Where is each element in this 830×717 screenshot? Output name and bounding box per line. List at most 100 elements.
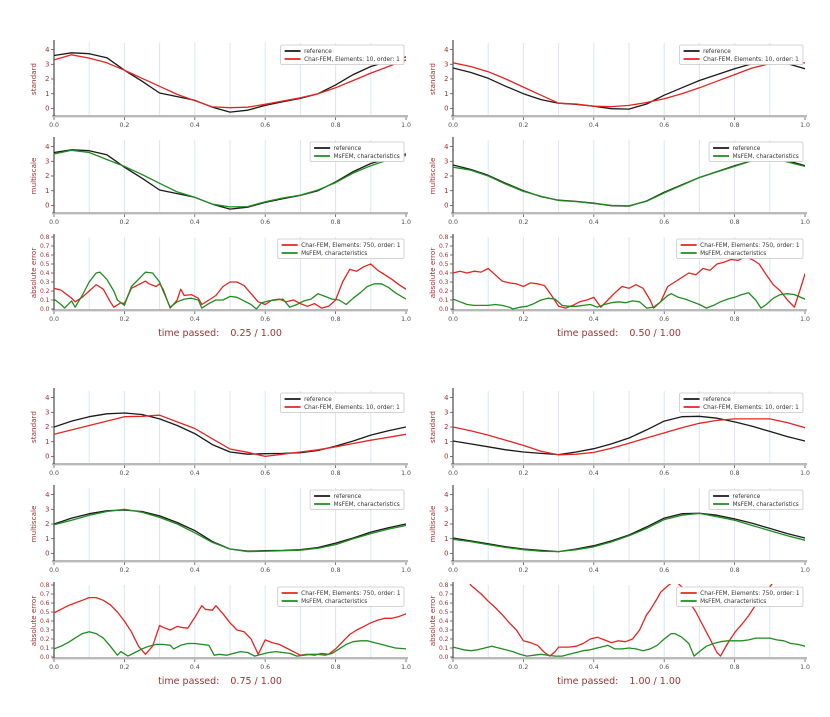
- series-area: [453, 584, 805, 657]
- x-tick-label: 0.8: [730, 316, 740, 323]
- y-tick-label: 0.6: [40, 600, 50, 607]
- x-tick-label: 1.0: [800, 567, 810, 574]
- legend-label: Char-FEM, Elements: 10, order: 1: [703, 57, 799, 63]
- series-line-msfem: [54, 508, 406, 553]
- legend-label: MsFEM, characteristics: [700, 251, 766, 257]
- y-tick-label: 4: [45, 491, 49, 499]
- y-tick-label: 0.3: [40, 279, 50, 286]
- x-tick-label: 0.4: [589, 122, 599, 129]
- caption-label: time passed:: [158, 328, 220, 339]
- y-tick-label: 2: [444, 423, 448, 431]
- caption-time-passed: time passed: 0.75 / 1.00: [29, 676, 411, 687]
- x-tick-label: 0.6: [659, 470, 669, 477]
- x-tick-label: 0.4: [190, 219, 200, 226]
- x-tick-label: 1.0: [800, 316, 810, 323]
- x-tick-label: 0.0: [49, 470, 59, 477]
- y-tick-label: 4: [444, 491, 448, 499]
- caption-value: 0.25 / 1.00: [230, 328, 282, 339]
- x-tick-label: 0.4: [190, 567, 200, 574]
- plot-multiscale: 0.0 0.2 0.4 0.6 0.8 1.0 0 1 2 3 4 multiscale referen…: [29, 133, 411, 230]
- y-tick-label: 0.8: [439, 234, 449, 241]
- x-tick-label: 0.4: [589, 316, 599, 323]
- plot-multiscale: 0.0 0.2 0.4 0.6 0.8 1.0 0 1 2 3 4 multiscale referen…: [29, 481, 411, 578]
- legend-label: MsFEM, characteristics: [733, 502, 799, 508]
- caption-label: time passed:: [557, 328, 619, 339]
- y-tick-label: 2: [444, 520, 448, 528]
- y-tick-label: 0.2: [439, 636, 449, 643]
- y-tick-label: 0.2: [439, 288, 449, 295]
- plot-svg: 0.0 0.2 0.4 0.6 0.8 1.0 0 1 2 3 4 standard reference…: [29, 40, 411, 129]
- plot-svg: 0.0 0.2 0.4 0.6 0.8 1.0 0 1 2 3 4 standard reference…: [29, 388, 411, 477]
- x-tick-label: 0.2: [119, 567, 129, 574]
- x-tick-label: 0.0: [448, 470, 458, 477]
- legend-label: Char-FEM, Elements: 750, order: 1: [700, 591, 800, 597]
- y-tick-label: 0.0: [40, 654, 50, 661]
- caption-time-passed: time passed: 0.25 / 1.00: [29, 328, 411, 339]
- plot-standard: 0.0 0.2 0.4 0.6 0.8 1.0 0 1 2 3 4 standard reference…: [428, 36, 810, 133]
- legend-box: [708, 141, 804, 162]
- y-tick-label: 1: [444, 438, 448, 446]
- caption-value: 0.75 / 1.00: [230, 676, 282, 687]
- x-tick-label: 0.2: [518, 470, 528, 477]
- y-tick-label: 1: [45, 438, 49, 446]
- y-tick-label: 0: [444, 105, 448, 113]
- y-tick-label: 0: [444, 550, 448, 558]
- x-tick-label: 0.2: [119, 219, 129, 226]
- y-axis-label: multiscale: [428, 505, 437, 542]
- plot-multiscale: 0.0 0.2 0.4 0.6 0.8 1.0 0 1 2 3 4 multiscale referen…: [428, 481, 810, 578]
- series-line-reference: [453, 512, 805, 553]
- legend-label: reference: [304, 49, 332, 55]
- series-line-reference: [54, 52, 406, 113]
- y-tick-label: 3: [45, 158, 49, 166]
- y-tick-label: 3: [45, 61, 49, 69]
- series-area: [54, 263, 406, 310]
- y-tick-label: 2: [444, 75, 448, 83]
- series-area: [54, 149, 406, 210]
- y-tick-label: 0.3: [439, 279, 449, 286]
- x-tick-label: 0.6: [260, 567, 270, 574]
- legend-label: MsFEM, characteristics: [334, 154, 400, 160]
- caption-value: 1.00 / 1.00: [629, 676, 681, 687]
- series-line-msfem: [54, 149, 406, 208]
- x-tick-label: 0.6: [260, 316, 270, 323]
- x-tick-label: 0.6: [260, 219, 270, 226]
- x-tick-label: 0.2: [518, 122, 528, 129]
- y-tick-label: 0: [45, 202, 49, 210]
- series-area: [453, 512, 805, 553]
- plot-absolute-error: 0.0 0.2 0.4 0.6 0.8 1.0 0.0 0.1 0.2 0.3 0.4 0.5 0.6 0…: [428, 230, 810, 327]
- y-tick-label: 1: [444, 90, 448, 98]
- series-area: [54, 508, 406, 553]
- legend-label: reference: [334, 146, 362, 152]
- y-tick-label: 0.7: [439, 243, 449, 250]
- plot-absolute-error: 0.0 0.2 0.4 0.6 0.8 1.0 0.0 0.1 0.2 0.3 0.4 0.5 0.6 0…: [29, 578, 411, 675]
- x-tick-label: 1.0: [401, 470, 411, 477]
- legend-box: [679, 44, 804, 65]
- y-tick-label: 3: [444, 506, 448, 514]
- legend-box: [679, 392, 804, 413]
- x-tick-label: 0.6: [260, 470, 270, 477]
- series-line-reference: [54, 412, 406, 455]
- y-tick-label: 0.6: [40, 252, 50, 259]
- plot-svg: 0.0 0.2 0.4 0.6 0.8 1.0 0.0 0.1 0.2 0.3 0.4 0.5 0.6 0…: [29, 234, 411, 323]
- y-axis-label: absolute error: [29, 596, 38, 647]
- x-tick-label: 0.4: [589, 664, 599, 671]
- plot-svg: 0.0 0.2 0.4 0.6 0.8 1.0 0 1 2 3 4 standard reference…: [428, 40, 810, 129]
- y-tick-label: 0.6: [439, 252, 449, 259]
- y-tick-label: 1: [444, 187, 448, 195]
- x-tick-label: 0.4: [589, 470, 599, 477]
- y-tick-label: 1: [45, 187, 49, 195]
- y-axis-label: multiscale: [29, 505, 38, 542]
- series-area: [54, 596, 406, 657]
- x-tick-label: 0.6: [659, 122, 669, 129]
- legend-label: Char-FEM, Elements: 750, order: 1: [301, 243, 401, 249]
- legend-label: reference: [304, 397, 332, 403]
- y-axis-label: standard: [29, 411, 38, 443]
- series-line-char-fem: [54, 414, 406, 458]
- series-line-char-fem: [453, 62, 805, 108]
- plot-standard: 0.0 0.2 0.4 0.6 0.8 1.0 0 1 2 3 4 standard reference…: [29, 384, 411, 481]
- y-tick-label: 0.1: [40, 297, 50, 304]
- x-tick-label: 1.0: [401, 664, 411, 671]
- x-tick-label: 0.0: [49, 567, 59, 574]
- y-axis-label: standard: [428, 411, 437, 443]
- x-tick-label: 0.4: [190, 122, 200, 129]
